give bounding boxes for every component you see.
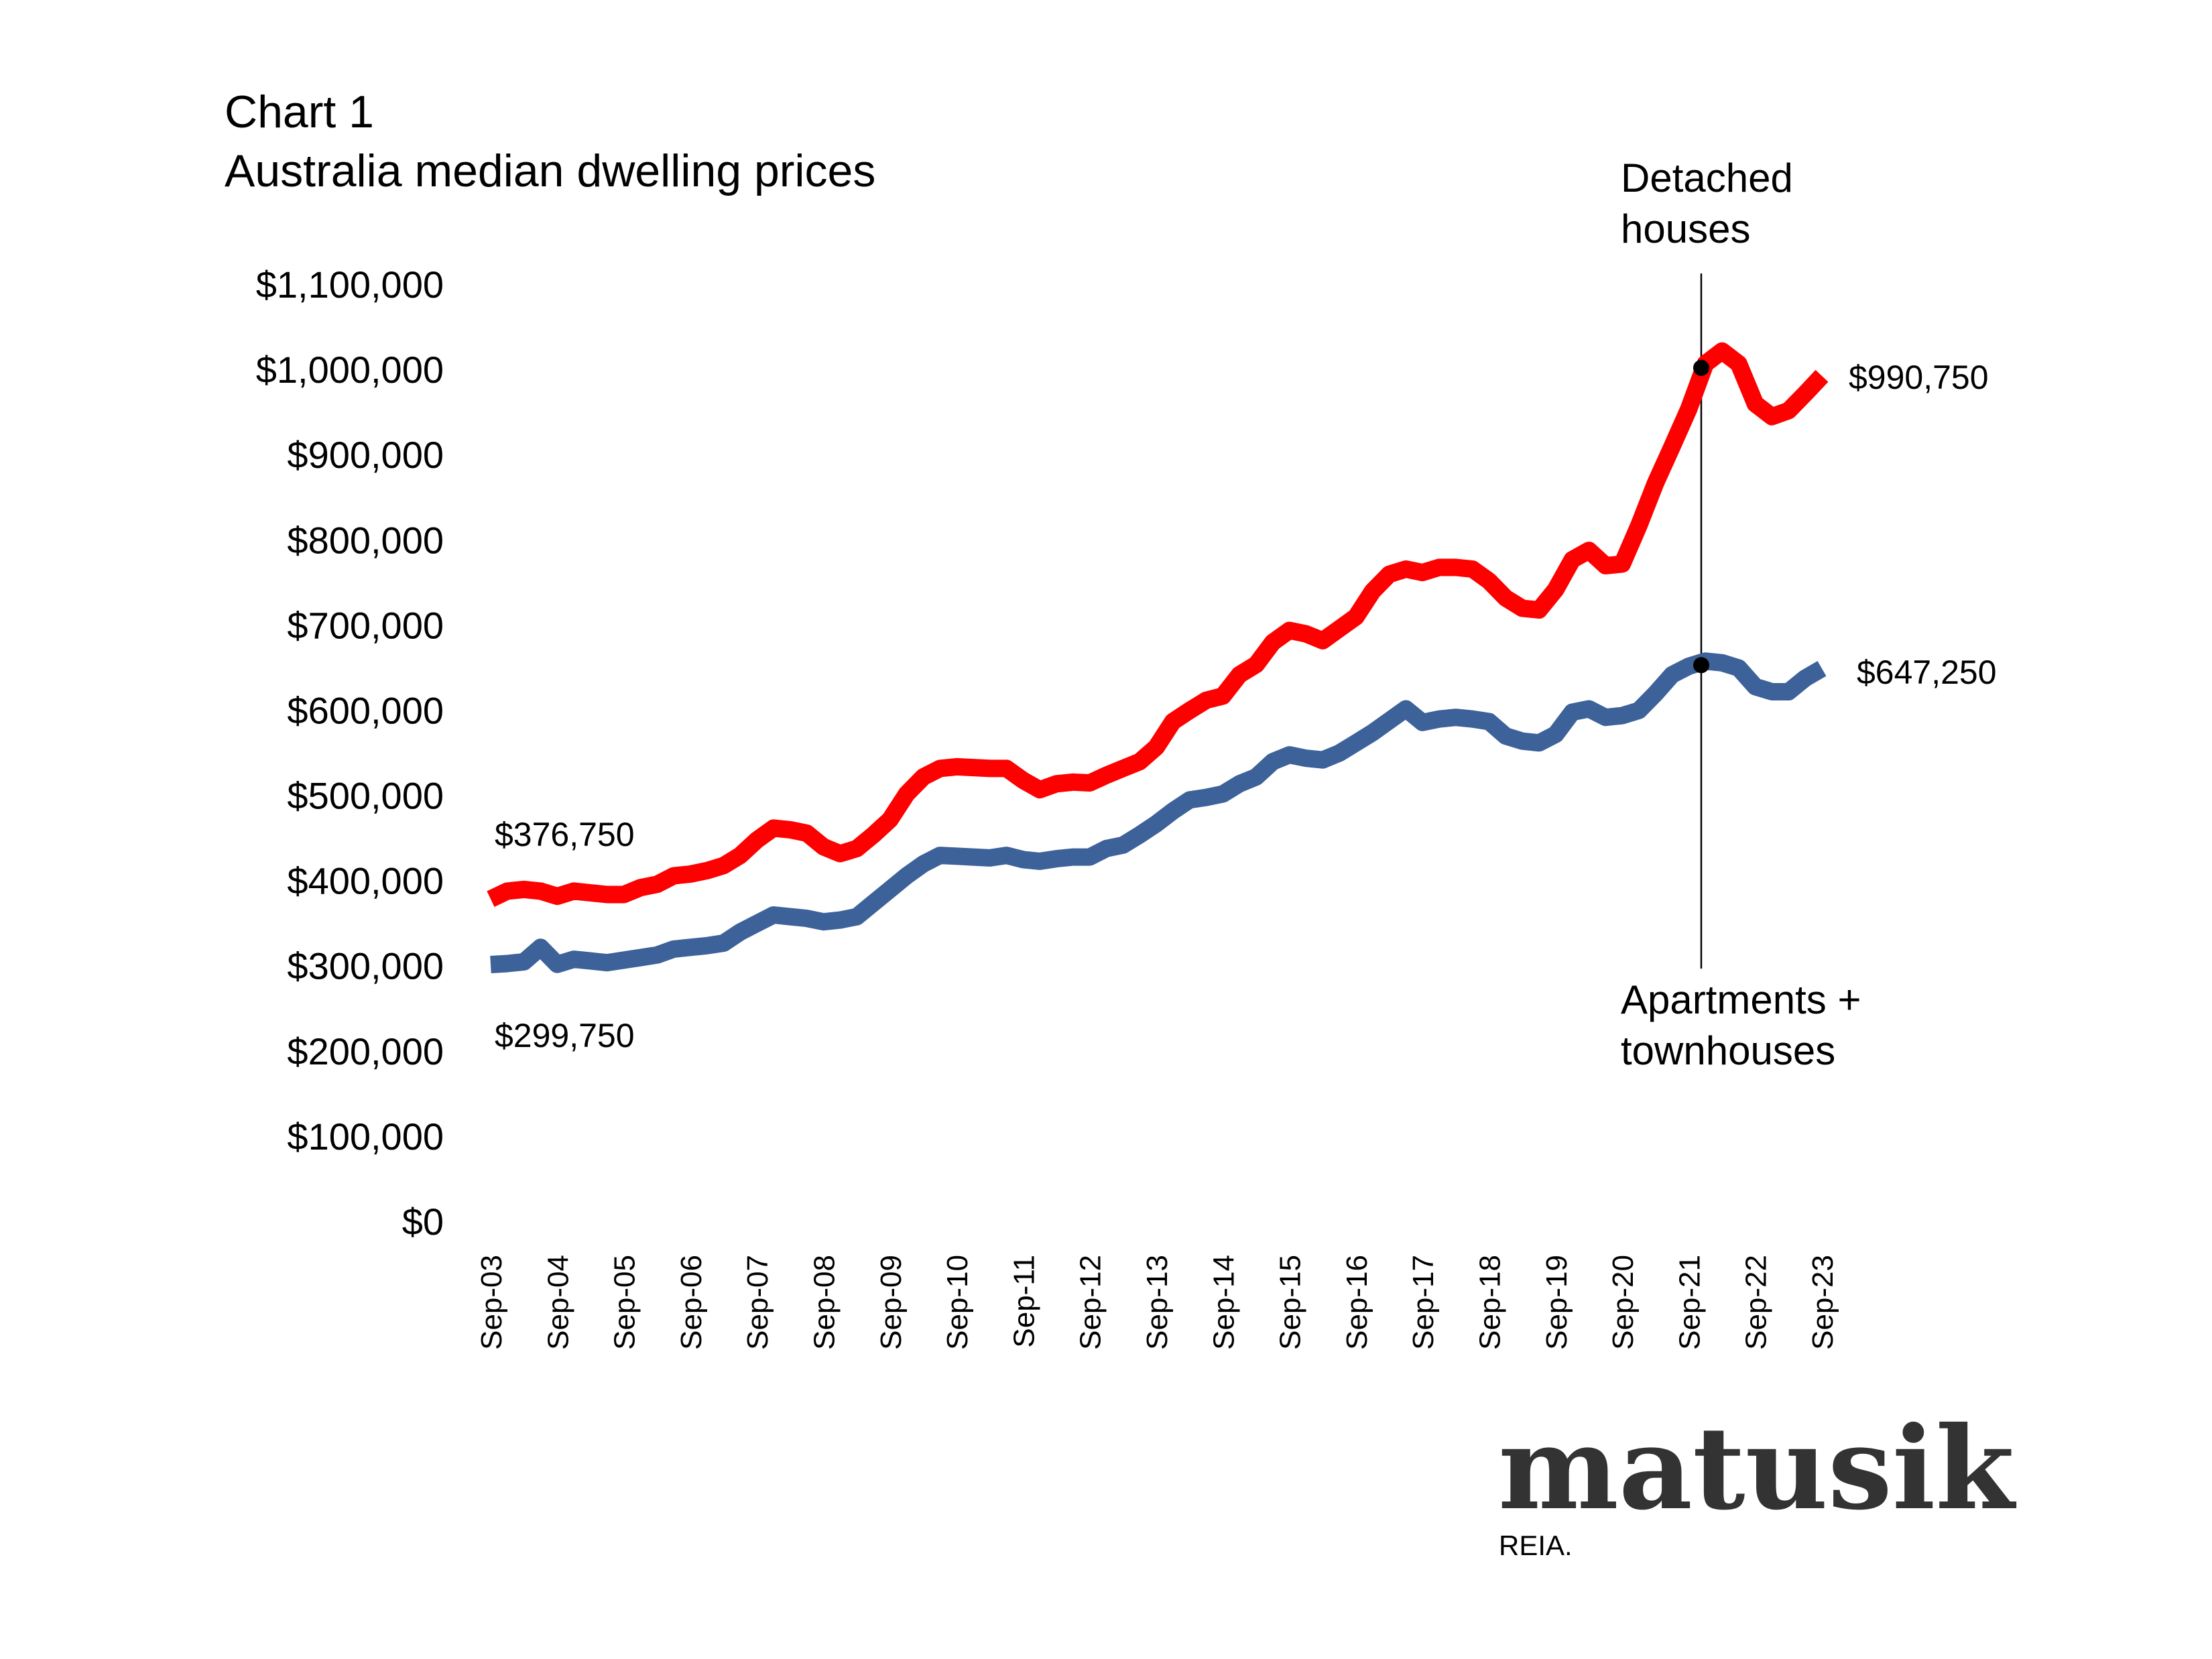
series-line (487, 342, 1829, 907)
y-tick-label: $0 (402, 1201, 444, 1243)
series-marker (1693, 359, 1709, 376)
y-tick-label: $200,000 (287, 1030, 444, 1072)
y-tick-label: $900,000 (287, 434, 444, 476)
label-end-detached: $990,750 (1849, 359, 1989, 396)
y-tick-label: $1,000,000 (256, 349, 444, 391)
series-markers (1693, 359, 1709, 674)
x-tick-label: Sep-11 (1007, 1255, 1040, 1348)
label-detached-houses-line1: Detached (1621, 156, 1793, 200)
x-tick-label: Sep-04 (542, 1255, 574, 1350)
x-tick-label: Sep-05 (609, 1255, 641, 1350)
series-line (490, 652, 1827, 973)
label-start-detached: $376,750 (495, 816, 635, 853)
x-tick-label: Sep-08 (808, 1255, 841, 1350)
y-tick-label: $500,000 (287, 775, 444, 817)
y-tick-label: $1,100,000 (256, 263, 444, 306)
label-detached-houses-line2: houses (1621, 206, 1750, 251)
x-tick-label: Sep-13 (1141, 1255, 1174, 1350)
x-tick-label: Sep-03 (475, 1255, 508, 1350)
chart-title: Chart 1 (225, 86, 374, 137)
y-tick-label: $400,000 (287, 860, 444, 902)
label-apartments-line1: Apartments + (1621, 977, 1861, 1022)
y-axis-tick-labels: $0 $100,000 $200,000 $300,000 $400,000 $500,0… (256, 263, 444, 1243)
series-marker (1693, 657, 1709, 674)
x-tick-label: Sep-07 (741, 1255, 774, 1350)
matusik-logo: matusik (1498, 1402, 2016, 1536)
x-tick-label: Sep-10 (941, 1255, 974, 1350)
x-tick-label: Sep-16 (1341, 1255, 1373, 1350)
x-tick-label: Sep-19 (1540, 1255, 1573, 1350)
x-tick-label: Sep-23 (1806, 1255, 1839, 1350)
x-tick-label: Sep-12 (1074, 1255, 1107, 1350)
x-tick-label: Sep-06 (675, 1255, 708, 1350)
series-lines (487, 342, 1829, 973)
chart-subtitle: Australia median dwelling prices (225, 145, 875, 196)
x-tick-label: Sep-18 (1474, 1255, 1507, 1350)
y-tick-label: $700,000 (287, 604, 444, 646)
source-label: REIA. (1499, 1530, 1573, 1561)
x-axis-tick-labels: Sep-03 Sep-04 Sep-05 Sep-06 Sep-07 Sep-08 Sep-… (475, 1255, 1839, 1350)
label-end-apartments: $647,250 (1857, 654, 1997, 691)
x-tick-label: Sep-15 (1274, 1255, 1307, 1350)
y-tick-label: $100,000 (287, 1115, 444, 1158)
label-apartments-line2: townhouses (1621, 1028, 1835, 1073)
x-tick-label: Sep-22 (1740, 1255, 1773, 1350)
y-tick-label: $600,000 (287, 689, 444, 731)
y-tick-label: $800,000 (287, 519, 444, 561)
x-tick-label: Sep-09 (875, 1255, 908, 1350)
x-tick-label: Sep-20 (1607, 1255, 1640, 1350)
y-tick-label: $300,000 (287, 945, 444, 987)
x-tick-label: Sep-21 (1673, 1255, 1706, 1350)
x-tick-label: Sep-17 (1407, 1255, 1440, 1350)
x-tick-label: Sep-14 (1207, 1255, 1240, 1350)
label-start-apartments: $299,750 (495, 1017, 635, 1054)
